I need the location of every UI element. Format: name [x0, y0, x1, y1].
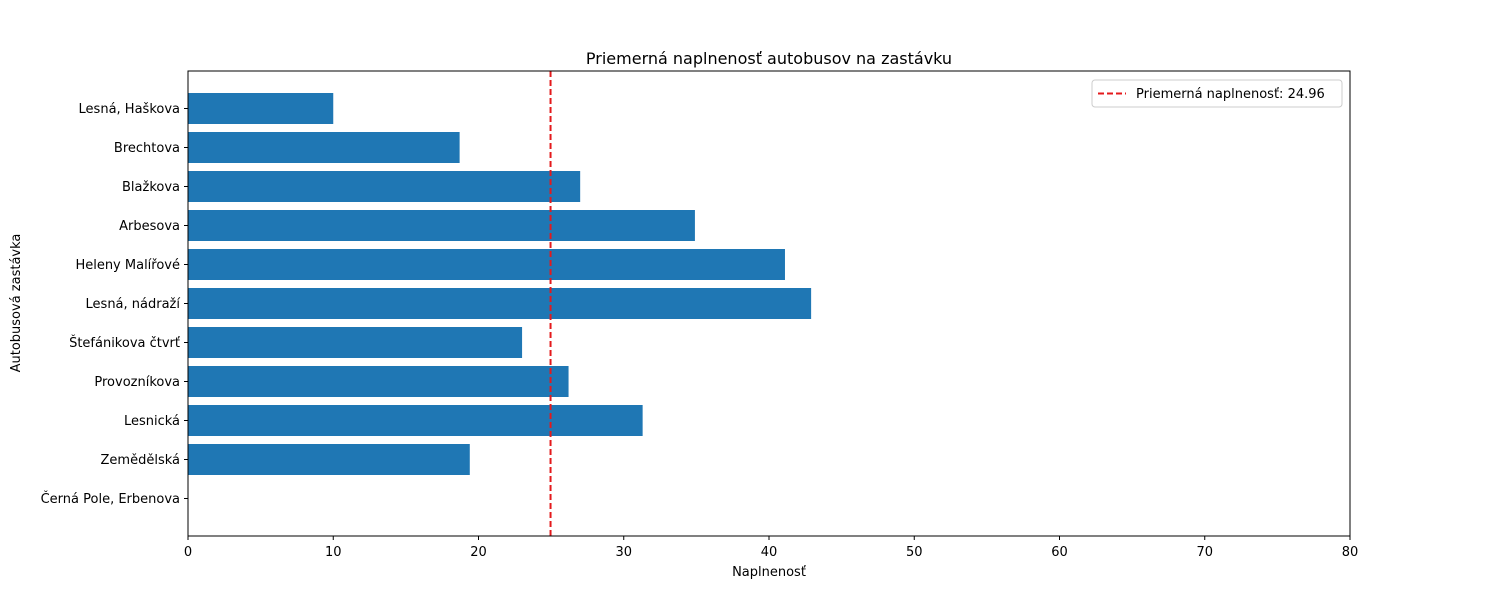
y-tick-label: Blažkova [122, 180, 180, 195]
bar [188, 405, 643, 436]
y-tick-label: Lesnická [124, 414, 180, 429]
y-tick-label: Štefánikova čtvrť [69, 335, 180, 351]
x-axis-label: Naplnenosť [732, 565, 806, 580]
y-axis-label: Autobusová zastávka [9, 234, 24, 373]
bar [188, 288, 812, 319]
x-tick-label: 20 [470, 545, 487, 560]
x-tick-label: 30 [615, 545, 632, 560]
bar [188, 366, 569, 397]
x-tick-label: 80 [1342, 545, 1359, 560]
bar [188, 444, 470, 475]
bar [188, 93, 334, 124]
bar [188, 171, 581, 202]
bar [188, 249, 785, 280]
bar [188, 132, 460, 163]
x-tick-label: 40 [761, 545, 778, 560]
x-tick-label: 10 [325, 545, 342, 560]
x-tick-label: 70 [1196, 545, 1213, 560]
chart-title: Priemerná naplnenosť autobusov na zastáv… [586, 49, 952, 68]
legend-label: Priemerná naplnenosť: 24.96 [1136, 87, 1325, 102]
y-tick-label: Heleny Malířové [75, 258, 180, 273]
y-tick-label: Lesná, nádraží [86, 297, 181, 312]
bar [188, 210, 695, 241]
y-tick-label: Provozníkova [94, 375, 180, 390]
y-tick-label: Lesná, Haškova [79, 102, 180, 117]
y-tick-label: Černá Pole, Erbenova [41, 491, 180, 507]
y-tick-label: Zemědělská [101, 453, 180, 468]
legend: Priemerná naplnenosť: 24.96 [1091, 79, 1343, 108]
x-tick-label: 60 [1051, 545, 1068, 560]
x-axis-ticks: 0 10 20 30 40 50 60 70 80 [184, 536, 1358, 560]
y-axis-ticks: Lesná, Haškova Brechtova Blažkova Arbesova H… [41, 102, 188, 507]
legend-box [1091, 79, 1343, 108]
bars-group [188, 93, 812, 475]
bar [188, 327, 523, 358]
y-tick-label: Brechtova [114, 141, 180, 156]
x-tick-label: 50 [906, 545, 923, 560]
x-tick-label: 0 [184, 545, 192, 560]
y-tick-label: Arbesova [119, 219, 180, 234]
